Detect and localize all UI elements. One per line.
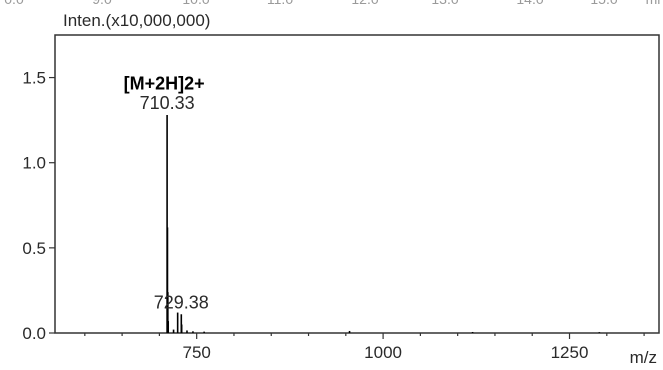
y-axis-title: Inten.(x10,000,000) xyxy=(63,11,210,30)
top-cut-label: 0.0 xyxy=(4,0,24,7)
top-cut-label: 12.0 xyxy=(351,0,378,7)
x-tick-label: 1250 xyxy=(551,343,589,362)
annotations: [M+2H]2+ xyxy=(124,74,205,94)
x-axis: 750 1000 1250 xyxy=(84,333,645,362)
x-tick-label: 1000 xyxy=(364,343,402,362)
top-cut-label: 11.0 xyxy=(267,0,293,7)
peak-series xyxy=(166,115,601,333)
x-axis-title: m/z xyxy=(630,348,657,367)
top-cut-label: 10.0 xyxy=(182,0,209,7)
top-cut-label: mi xyxy=(646,0,661,7)
peak-labels: 710.33 729.38 xyxy=(140,93,209,312)
y-tick-label: 0.0 xyxy=(22,324,46,343)
plot-frame xyxy=(54,34,660,334)
peak-label: 729.38 xyxy=(154,292,209,312)
top-cut-labels: 0.0 9.0 10.0 11.0 12.0 13.0 14.0 15.0 mi xyxy=(4,0,660,7)
top-cut-label: 15.0 xyxy=(590,0,617,7)
peak-label: 710.33 xyxy=(140,93,195,113)
y-tick-label: 1.0 xyxy=(22,154,46,173)
top-cut-label: 13.0 xyxy=(431,0,458,7)
ion-annotation: [M+2H]2+ xyxy=(124,74,205,94)
top-cut-label: 9.0 xyxy=(92,0,112,7)
x-tick-label: 750 xyxy=(182,343,210,362)
y-axis: 0.0 0.5 1.0 1.5 xyxy=(22,69,55,343)
y-tick-label: 1.5 xyxy=(22,69,46,88)
top-cut-label: 14.0 xyxy=(516,0,543,7)
y-tick-label: 0.5 xyxy=(22,239,46,258)
